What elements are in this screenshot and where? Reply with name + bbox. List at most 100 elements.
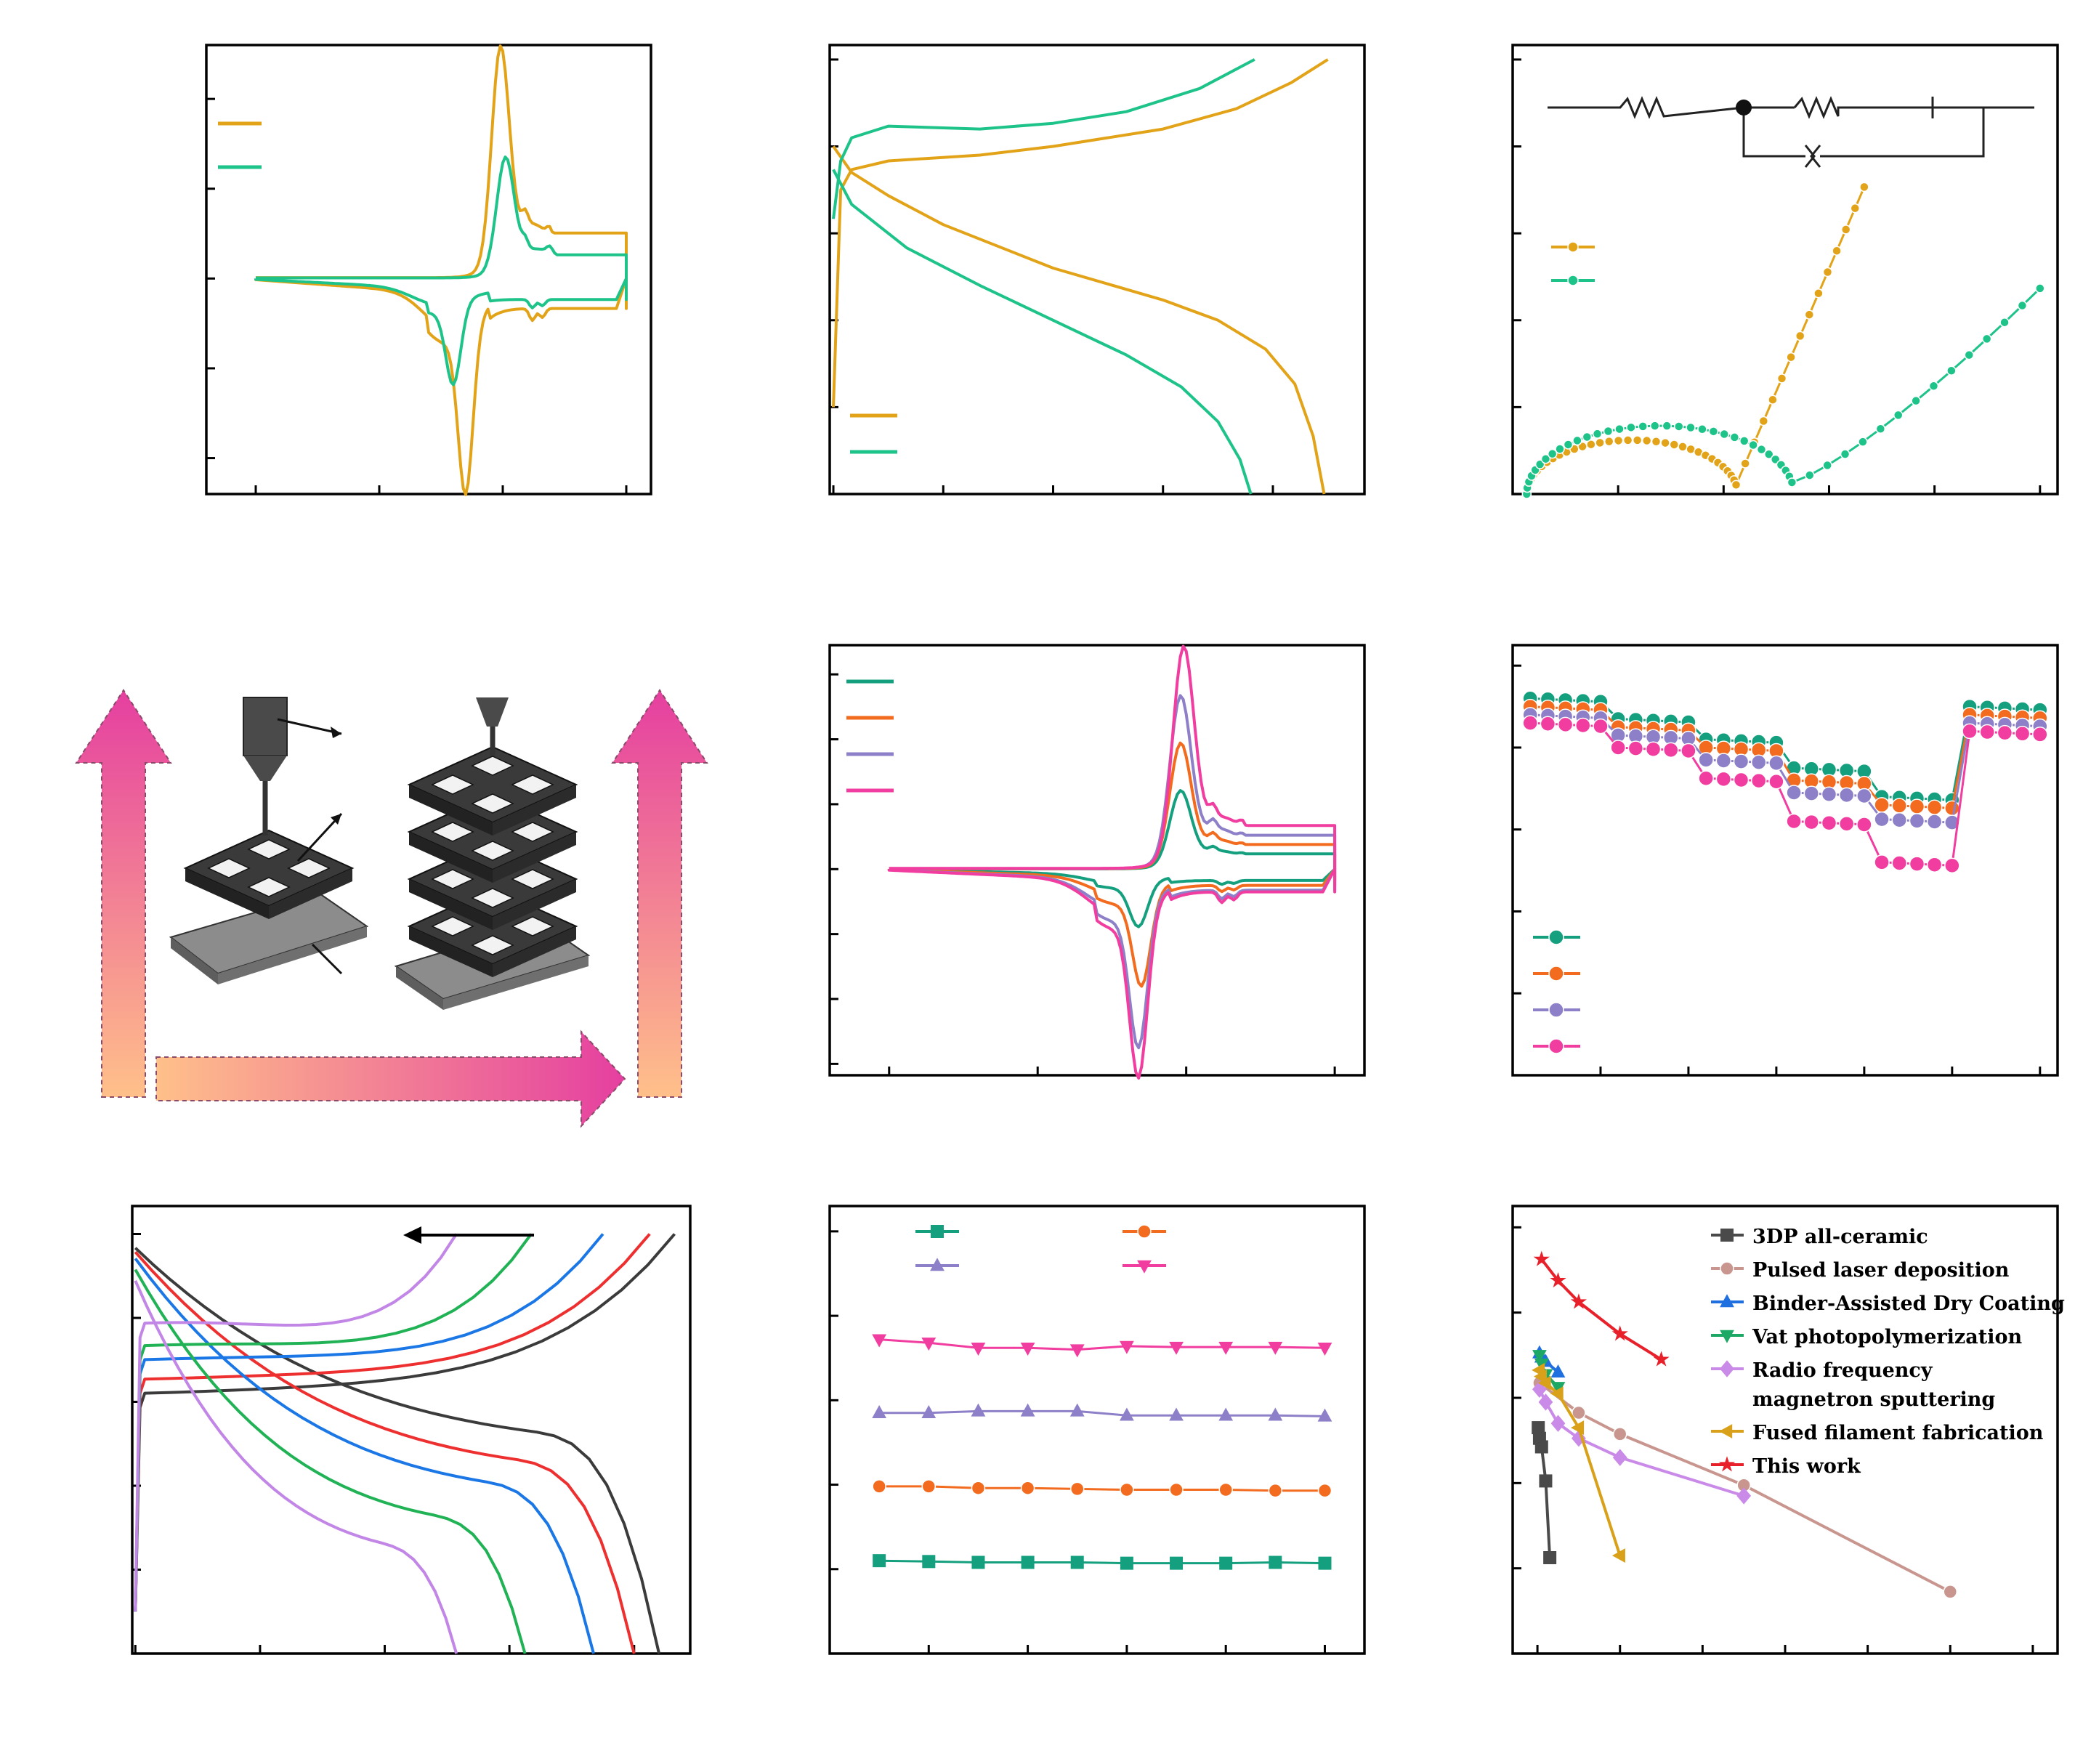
rate-point — [1786, 813, 1802, 830]
comparison-point — [1612, 1449, 1627, 1466]
discharge-curve — [134, 1269, 527, 1654]
legend-label-line: Radio frequency — [1752, 1359, 1933, 1382]
lattice-hole — [431, 916, 474, 936]
areal-point — [1317, 1408, 1332, 1422]
areal-point — [1119, 1407, 1134, 1421]
nyquist-point — [1946, 365, 1957, 376]
areal-point — [922, 1555, 936, 1569]
microelectrode-stack-3 — [407, 745, 578, 836]
discharge-curve — [134, 1258, 595, 1654]
areal-point — [971, 1481, 986, 1495]
nyquist-point — [1740, 458, 1750, 469]
areal-point — [1219, 1556, 1233, 1570]
pointer-head — [331, 814, 341, 825]
rate-point — [1557, 716, 1574, 733]
comparison-point — [1532, 1421, 1545, 1435]
lattice-side — [493, 832, 576, 883]
nyquist-point — [1822, 460, 1832, 471]
areal-point — [921, 1404, 937, 1418]
nyquist-point — [1763, 449, 1774, 460]
areal-line — [878, 1338, 1325, 1351]
nyquist-point — [1649, 421, 1660, 431]
nyquist-point — [1893, 410, 1904, 421]
areal-point — [872, 1479, 886, 1494]
nyquist-point — [1686, 422, 1696, 433]
lattice-hole — [471, 888, 514, 908]
panel-c — [1511, 44, 2059, 499]
panel-a — [205, 44, 652, 496]
rate-point — [1891, 812, 1908, 828]
areal-point — [1020, 1403, 1035, 1417]
comparison-point — [1572, 1430, 1586, 1447]
nyquist-point — [1563, 440, 1574, 450]
areal-point — [1120, 1556, 1133, 1570]
rate-point — [1698, 770, 1714, 786]
rate-point — [1874, 811, 1890, 828]
legend-marker — [1720, 1229, 1734, 1242]
areal-point — [1218, 1482, 1233, 1497]
legend-label: 3DP all-ceramic — [1752, 1226, 1928, 1248]
nyquist-point — [1999, 317, 2010, 328]
substrate-edge — [443, 955, 589, 1010]
nyquist-point — [1626, 422, 1636, 433]
areal-point — [1070, 1555, 1084, 1569]
areal-line — [879, 1409, 1325, 1417]
plot-frame — [205, 44, 652, 495]
nyquist-point — [1641, 435, 1652, 446]
nyquist-point — [1632, 435, 1643, 445]
comparison-point — [1550, 1382, 1566, 1396]
areal-point — [873, 1554, 886, 1568]
lattice-hole — [207, 858, 251, 878]
nyquist-point — [2035, 283, 2045, 294]
areal-point — [1318, 1556, 1332, 1570]
comparison-point — [1532, 1380, 1547, 1398]
nyquist-point — [1603, 426, 1614, 437]
nyquist-point — [1758, 416, 1769, 426]
charge-curve — [832, 58, 1329, 408]
areal-point — [971, 1403, 986, 1417]
nyquist-point — [1739, 436, 1750, 446]
rate-point — [1926, 814, 1943, 830]
areal-point — [1169, 1407, 1184, 1421]
areal-point — [1218, 1407, 1234, 1421]
nyquist-point — [1582, 432, 1593, 442]
panel-e — [828, 644, 1366, 1080]
areal-point — [1169, 1482, 1184, 1497]
comparison-point — [1611, 1548, 1625, 1563]
panel-g — [131, 1205, 692, 1655]
nozzle-2 — [476, 697, 509, 727]
printing-layer-arrow — [155, 1029, 626, 1128]
areal-point — [1069, 1481, 1085, 1497]
rate-point — [1944, 814, 1960, 830]
lattice-hole — [511, 916, 554, 936]
legend-label-line: Vat photopolymerization — [1752, 1326, 2022, 1348]
areal-point — [971, 1555, 985, 1569]
nyquist-point — [1673, 421, 1684, 432]
legend-label-line: 3DP all-ceramic — [1752, 1226, 1928, 1248]
rate-point — [1856, 788, 1872, 804]
cpe-symbol — [1804, 145, 1821, 168]
circuit-node — [1736, 100, 1752, 116]
rate-point — [1610, 740, 1626, 756]
rate-point — [1838, 787, 1855, 804]
lattice-hole — [287, 858, 331, 878]
panel-b — [828, 44, 1366, 495]
nyquist-point — [1875, 424, 1886, 434]
rate-point — [1575, 717, 1591, 734]
lattice-hole — [471, 793, 514, 814]
nyquist-point — [1697, 424, 1707, 434]
rate-point — [1733, 772, 1750, 788]
legend-marker — [1567, 241, 1579, 253]
legend-marker — [1719, 1424, 1733, 1439]
lattice-hole — [471, 841, 514, 861]
nyquist-point — [1678, 442, 1688, 452]
areal-point — [1119, 1340, 1134, 1354]
discharge-curve — [134, 1279, 458, 1654]
lattice-side — [493, 926, 576, 977]
legend-label-line: Fused filament fabrication — [1752, 1422, 2044, 1444]
rate-point — [1962, 723, 1978, 740]
lattice-side — [493, 785, 576, 836]
nyquist-point — [1804, 309, 1815, 320]
rate-point — [1522, 715, 1538, 731]
legend-marker — [931, 1225, 944, 1238]
